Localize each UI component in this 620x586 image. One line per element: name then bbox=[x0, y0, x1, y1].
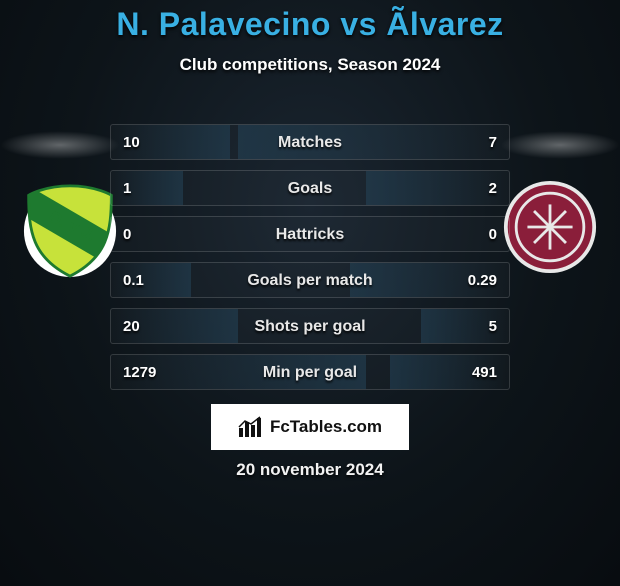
comparison-row: 1279Min per goal491 bbox=[110, 354, 510, 390]
date-text: 20 november 2024 bbox=[0, 460, 620, 480]
comparison-row: 1Goals2 bbox=[110, 170, 510, 206]
subtitle: Club competitions, Season 2024 bbox=[0, 55, 620, 75]
comparison-row: 0Hattricks0 bbox=[110, 216, 510, 252]
fctables-logo: FcTables.com bbox=[211, 404, 409, 450]
comparison-rows: 10Matches7 1Goals2 0Hattricks0 0.1Goals per… bbox=[110, 124, 510, 400]
value-right: 2 bbox=[489, 171, 497, 206]
team-badge-right bbox=[503, 180, 597, 274]
row-label: Hattricks bbox=[111, 217, 509, 252]
badge-shadow-right bbox=[500, 131, 620, 159]
value-right: 0 bbox=[489, 217, 497, 252]
value-right: 0.29 bbox=[468, 263, 497, 298]
shield-icon: D. y J. bbox=[23, 184, 117, 278]
row-label: Goals bbox=[111, 171, 509, 206]
comparison-row: 20Shots per goal5 bbox=[110, 308, 510, 344]
row-label: Matches bbox=[111, 125, 509, 160]
bars-icon bbox=[238, 416, 264, 438]
value-right: 491 bbox=[472, 355, 497, 390]
team-badge-left: D. y J. bbox=[23, 184, 117, 278]
page-title: N. Palavecino vs Ãlvarez bbox=[0, 6, 620, 43]
value-right: 5 bbox=[489, 309, 497, 344]
row-label: Shots per goal bbox=[111, 309, 509, 344]
value-right: 7 bbox=[489, 125, 497, 160]
logo-text: FcTables.com bbox=[270, 417, 382, 437]
badge-shadow-left bbox=[0, 131, 120, 159]
crest-icon bbox=[503, 180, 597, 274]
comparison-row: 0.1Goals per match0.29 bbox=[110, 262, 510, 298]
row-label: Min per goal bbox=[111, 355, 509, 390]
comparison-row: 10Matches7 bbox=[110, 124, 510, 160]
row-label: Goals per match bbox=[111, 263, 509, 298]
